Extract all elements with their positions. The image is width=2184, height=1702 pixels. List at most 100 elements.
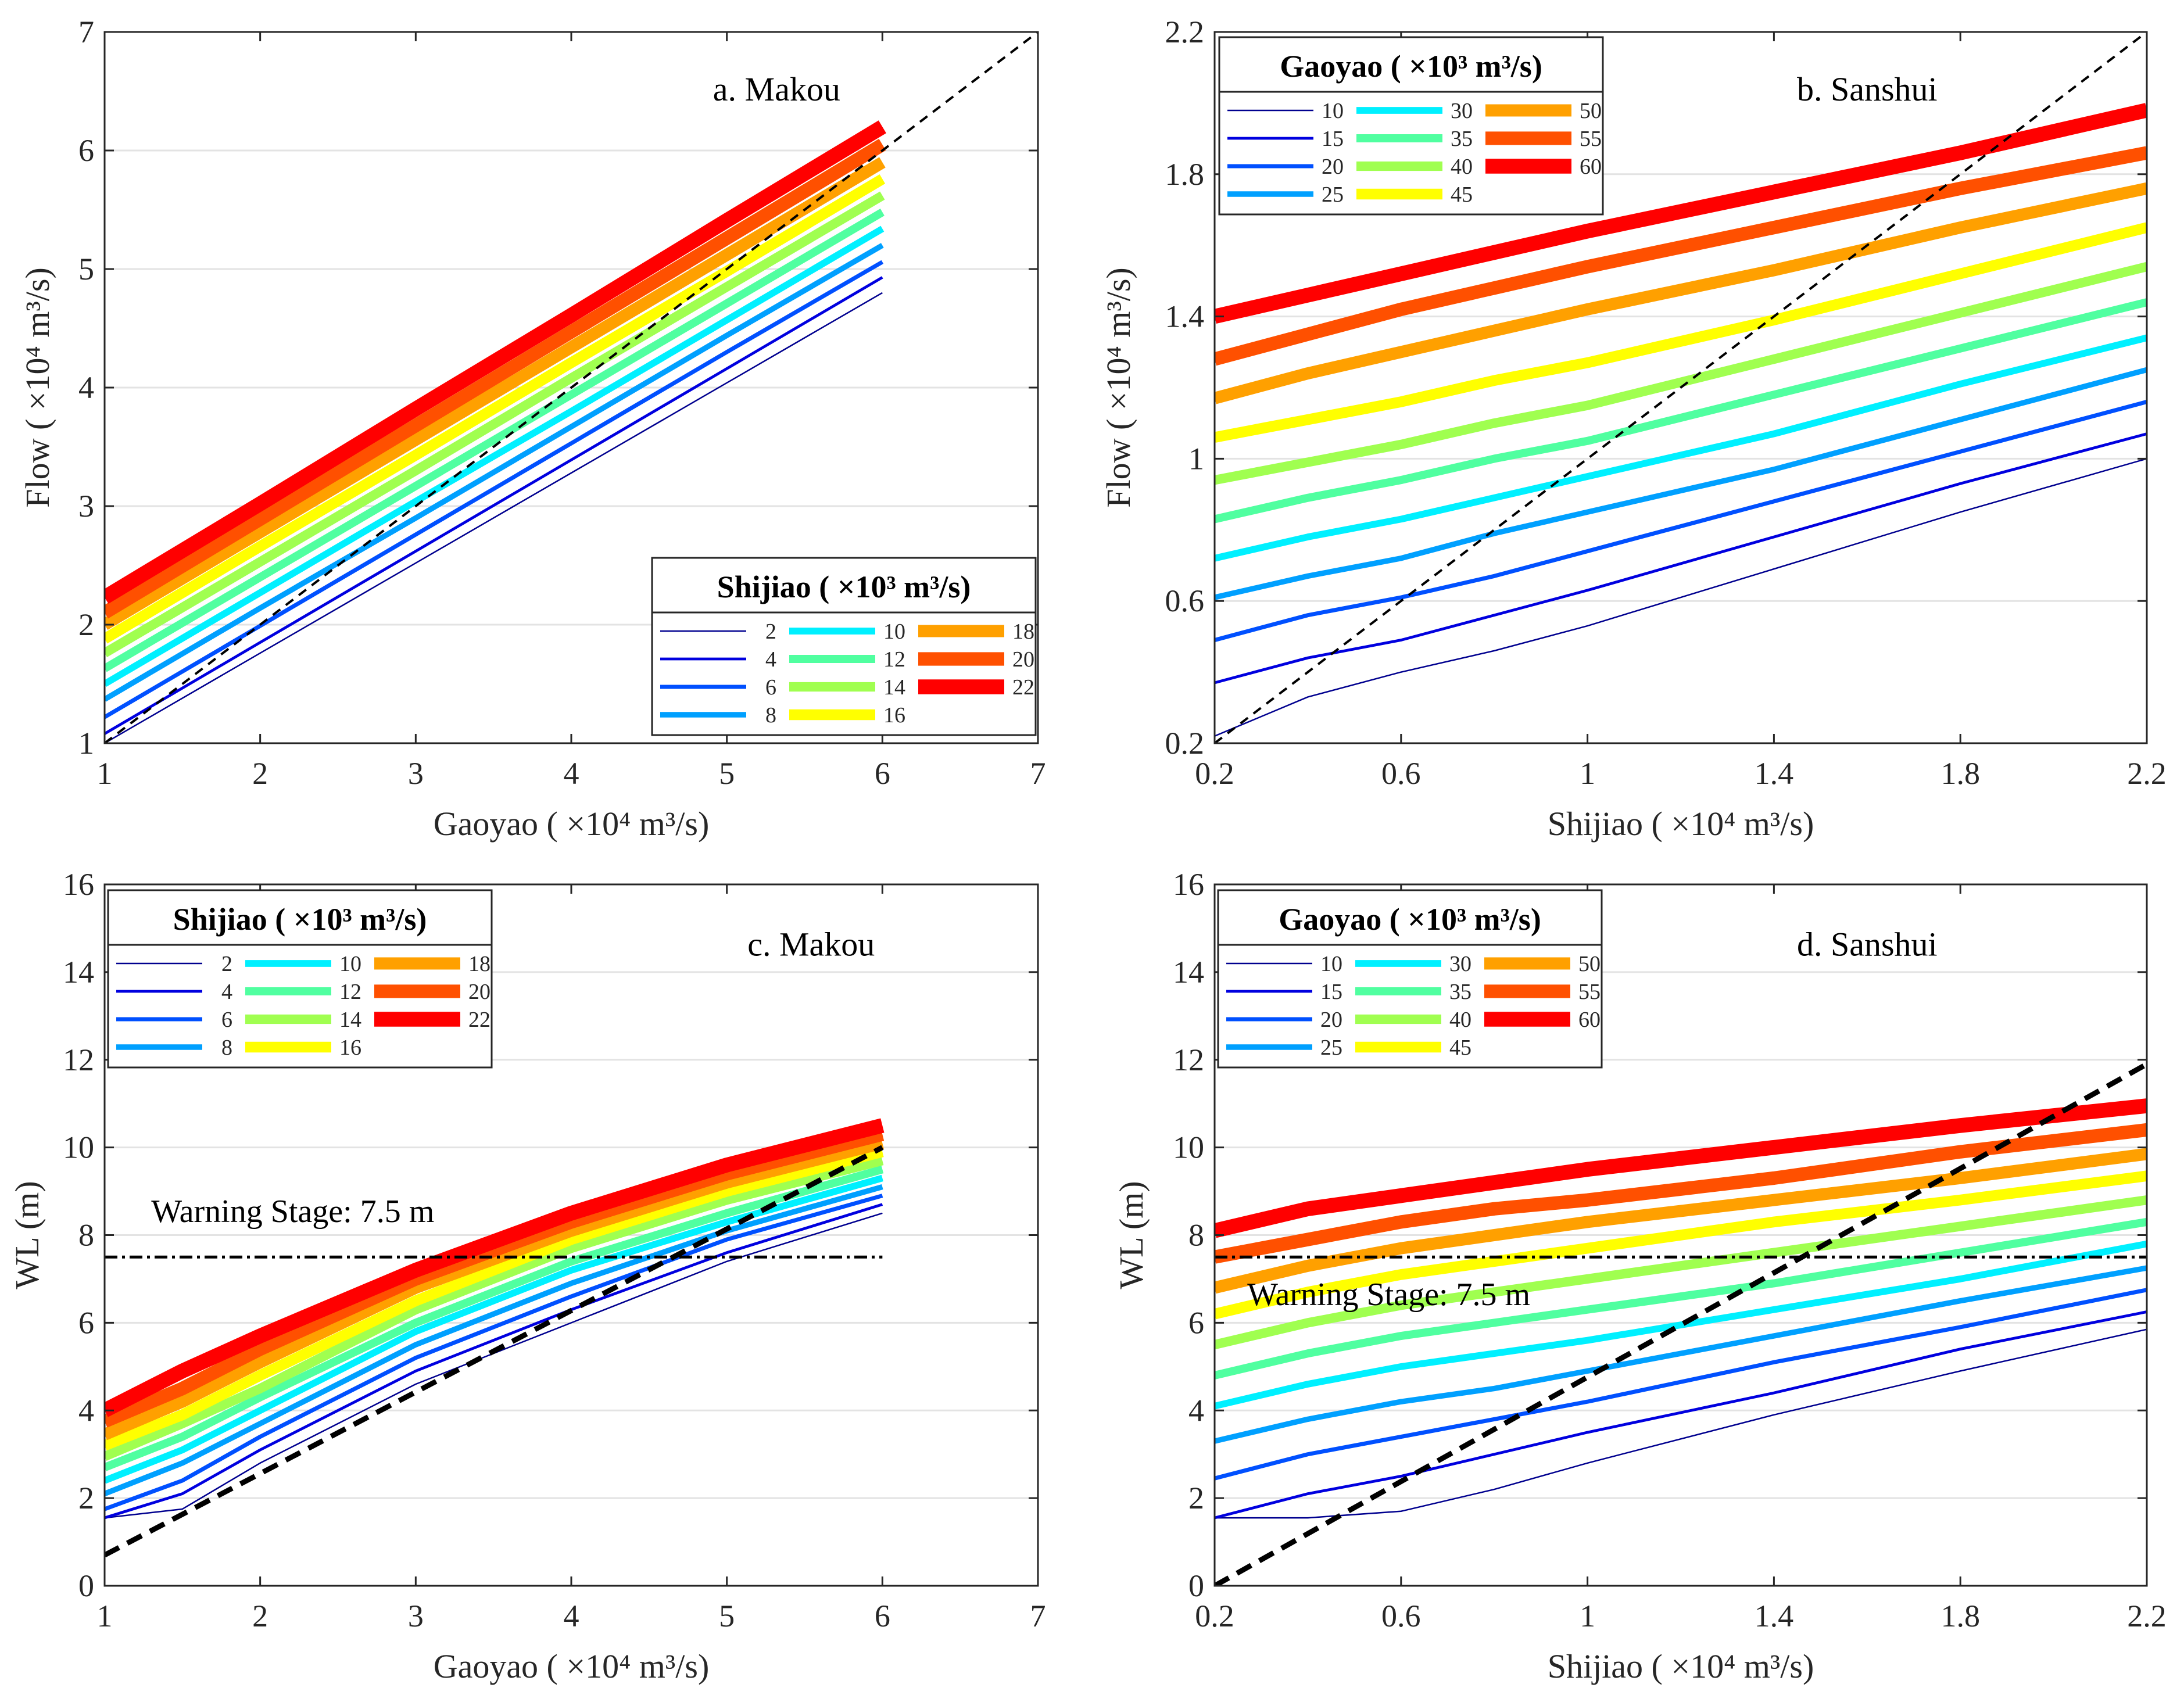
- legend-label: 22: [1012, 675, 1034, 700]
- series-line-4: [105, 1203, 883, 1520]
- legend-item: 15: [1227, 127, 1344, 151]
- series-line-10: [105, 225, 885, 687]
- x-tick-label: 5: [719, 1599, 735, 1633]
- x-tick-label: 0.6: [1381, 756, 1421, 791]
- plot-area: [1215, 32, 2147, 743]
- legend-item: 18: [374, 952, 490, 976]
- series-line-16: [105, 174, 886, 644]
- series-line-45: [1215, 1170, 2147, 1320]
- x-tick-label: 1.8: [1940, 1599, 1980, 1633]
- legend-item: 10: [245, 952, 361, 976]
- series-line-6: [105, 260, 884, 719]
- y-tick-label: 0.2: [1165, 726, 1205, 761]
- legend-label: 55: [1580, 127, 1602, 151]
- x-tick-label: 1.8: [1940, 756, 1980, 791]
- legend-item: 14: [789, 675, 905, 700]
- legend-label: 4: [765, 647, 776, 672]
- series-line-20: [1215, 400, 2147, 642]
- panel-title: d. Sanshui: [1797, 926, 1938, 963]
- y-tick-label: 4: [1188, 1393, 1204, 1428]
- x-tick-label: 0.6: [1381, 1599, 1421, 1633]
- legend-label: 6: [765, 675, 776, 700]
- legend-label: 2: [765, 619, 776, 644]
- legend-label: 15: [1322, 127, 1344, 151]
- x-axis-label: Gaoyao ( ×10⁴ m³/s): [434, 805, 710, 843]
- legend-label: 60: [1578, 1008, 1601, 1032]
- plot-area: [105, 1118, 885, 1558]
- legend-label: 25: [1320, 1035, 1342, 1060]
- legend-label: 10: [339, 952, 361, 976]
- y-tick-label: 16: [1173, 867, 1204, 902]
- legend-item: 10: [1227, 99, 1344, 123]
- legend-item: 20: [1227, 155, 1344, 179]
- series-line-30: [1215, 334, 2147, 562]
- y-tick-label: 2: [1188, 1481, 1204, 1515]
- legend-item: 55: [1484, 980, 1601, 1004]
- legend-label: 22: [468, 1008, 490, 1032]
- legend-label: 30: [1449, 952, 1471, 976]
- legend-title: Shijiao ( ×10³ m³/s): [717, 569, 971, 604]
- x-tick-label: 6: [875, 756, 890, 791]
- y-tick-label: 3: [78, 489, 94, 524]
- legend-label: 10: [1320, 952, 1342, 976]
- y-tick-label: 1: [78, 726, 94, 761]
- warning-stage-label: Warning Stage: 7.5 m: [1247, 1277, 1530, 1313]
- legend-box: [107, 889, 493, 1069]
- panel-d-sanshui-water-level: Warning Stage: 7.5 m 0.2 0.6 1 1.4 1.8 2.2 0 2 4 6…: [1112, 867, 2167, 1685]
- x-tick-label: 2.2: [2127, 756, 2167, 791]
- x-axis-label: Shijiao ( ×10⁴ m³/s): [1548, 805, 1814, 843]
- y-axis-label: Flow ( ×10⁴ m³/s): [1100, 267, 1137, 508]
- legend-title: Gaoyao ( ×10³ m³/s): [1280, 49, 1542, 84]
- plot-area: [1215, 1062, 2147, 1586]
- legend-label: 20: [1012, 647, 1034, 672]
- series-line-55: [1215, 146, 2147, 366]
- legend-item: 22: [374, 1008, 490, 1032]
- legend-label: 15: [1320, 980, 1342, 1004]
- series-line-16: [105, 1146, 884, 1451]
- series-line-25: [1215, 1265, 2147, 1444]
- series-line-6: [105, 1194, 883, 1511]
- legend-item: 6: [660, 675, 776, 700]
- legend-label: 35: [1449, 980, 1471, 1004]
- legend-item: 25: [1226, 1035, 1342, 1060]
- series-line-8: [105, 243, 884, 702]
- x-tick-label: 1: [97, 1599, 113, 1633]
- y-tick-label: 14: [1173, 955, 1204, 990]
- y-tick-label: 10: [1173, 1130, 1204, 1165]
- legend-item: 20: [918, 647, 1034, 672]
- series-line-12: [105, 1165, 884, 1471]
- x-tick-label: 2: [252, 756, 268, 791]
- legend-label: 30: [1451, 99, 1473, 123]
- warning-stage-label: Warning Stage: 7.5 m: [151, 1194, 434, 1230]
- x-tick-label: 7: [1030, 756, 1046, 791]
- panel-c-makou-water-level: Warning Stage: 7.5 m1 2 3 4 5 6 70246810121416…: [8, 867, 1046, 1685]
- legend-item: 14: [245, 1008, 361, 1032]
- legend-label: 55: [1578, 980, 1601, 1004]
- legend-label: 6: [221, 1008, 232, 1032]
- legend: Shijiao ( ×10³ m³/s) 2 4 6 8 10 12 14 16 18 20 22: [107, 889, 493, 1069]
- legend: Shijiao ( ×10³ m³/s) 2 4 6 8 10 12 14 16 18 20 22: [651, 557, 1037, 736]
- legend-label: 40: [1449, 1008, 1471, 1032]
- legend-item: 40: [1355, 1008, 1471, 1032]
- legend-box: [1218, 36, 1604, 216]
- y-tick-label: 0: [78, 1568, 94, 1603]
- legend-label: 12: [883, 647, 905, 672]
- series-line-22: [105, 120, 886, 604]
- legend: Gaoyao ( ×10³ m³/s) 10 15 20 25 30 35 40 45 50 55 6…: [1218, 36, 1604, 216]
- y-tick-label: 7: [78, 15, 94, 49]
- legend-label: 45: [1449, 1035, 1471, 1060]
- reference-dashed-line: [105, 32, 1038, 743]
- y-tick-label: 12: [1173, 1042, 1204, 1077]
- y-tick-label: 2: [78, 1481, 94, 1515]
- series-line-15: [1215, 432, 2147, 685]
- y-tick-label: 2: [78, 607, 94, 642]
- legend-label: 40: [1451, 155, 1473, 179]
- legend-item: 30: [1356, 99, 1473, 123]
- x-tick-label: 6: [875, 1599, 890, 1633]
- panel-title: c. Makou: [747, 926, 875, 963]
- x-axis-label: Shijiao ( ×10⁴ m³/s): [1548, 1647, 1814, 1685]
- legend-label: 45: [1451, 182, 1473, 207]
- legend-label: 50: [1580, 99, 1602, 123]
- legend-label: 50: [1578, 952, 1601, 976]
